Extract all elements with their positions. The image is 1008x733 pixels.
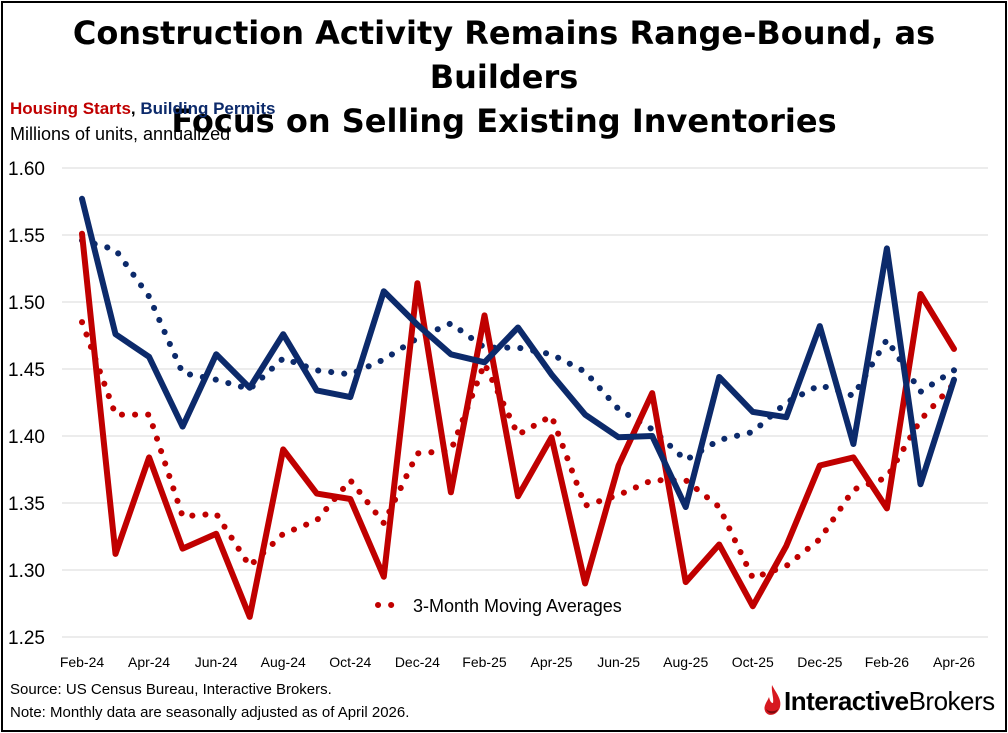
chart-title-line1: Construction Activity Remains Range-Boun… bbox=[72, 14, 936, 96]
logo-wordmark: InteractiveBrokers bbox=[784, 686, 995, 717]
x-tick-label: Apr-26 bbox=[933, 654, 975, 670]
x-tick-label: Feb-25 bbox=[462, 654, 507, 670]
data-note: Note: Monthly data are seasonally adjust… bbox=[10, 704, 410, 721]
x-tick-label: Oct-24 bbox=[329, 654, 371, 670]
x-tick-label: Apr-24 bbox=[128, 654, 170, 670]
y-tick-label: 1.35 bbox=[8, 494, 45, 515]
y-tick-label: 1.30 bbox=[8, 561, 45, 582]
x-tick-label: Dec-25 bbox=[797, 654, 842, 670]
series-starts-line bbox=[79, 230, 957, 620]
x-tick-label: Feb-24 bbox=[60, 654, 105, 670]
y-tick-label: 1.60 bbox=[8, 159, 45, 180]
y-tick-label: 1.45 bbox=[8, 360, 45, 381]
y-tick-label: 1.50 bbox=[8, 293, 45, 314]
legend-permits: Building Permits bbox=[140, 99, 276, 118]
source-note: Source: US Census Bureau, Interactive Br… bbox=[10, 681, 332, 698]
logo-part1: Interactive bbox=[784, 686, 909, 716]
moving-average-permits-line bbox=[79, 237, 957, 464]
x-tick-label: Jun-25 bbox=[597, 654, 640, 670]
y-tick-label: 1.55 bbox=[8, 226, 45, 247]
ma-legend-label: 3-Month Moving Averages bbox=[413, 596, 622, 616]
interactive-brokers-logo: InteractiveBrokers bbox=[762, 683, 998, 723]
x-tick-label: Feb-26 bbox=[865, 654, 910, 670]
flame-icon bbox=[764, 685, 781, 715]
x-tick-label: Dec-24 bbox=[395, 654, 440, 670]
chart-title-line2: Focus on Selling Existing Inventories bbox=[171, 102, 837, 140]
chart-title: Construction Activity Remains Range-Boun… bbox=[3, 11, 1005, 143]
x-tick-label: Oct-25 bbox=[732, 654, 774, 670]
series-permits-line bbox=[79, 195, 957, 510]
series-legend: Housing Starts, Building Permits bbox=[10, 99, 275, 119]
x-tick-label: Aug-24 bbox=[261, 654, 306, 670]
y-tick-label: 1.25 bbox=[8, 628, 45, 649]
legend-starts: Housing Starts bbox=[10, 99, 131, 118]
x-tick-label: Apr-25 bbox=[531, 654, 573, 670]
moving-average-starts-line bbox=[79, 319, 957, 581]
y-tick-label: 1.40 bbox=[8, 427, 45, 448]
units-label: Millions of units, annualized bbox=[10, 124, 231, 144]
logo-part2: Brokers bbox=[908, 686, 996, 716]
x-tick-label: Jun-24 bbox=[195, 654, 238, 670]
x-tick-label: Aug-25 bbox=[663, 654, 708, 670]
legend-separator: , bbox=[130, 99, 136, 118]
